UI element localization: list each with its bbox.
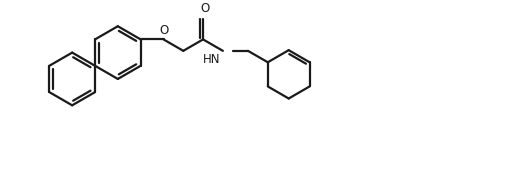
Text: O: O: [200, 2, 210, 15]
Text: HN: HN: [203, 53, 221, 66]
Text: O: O: [159, 24, 168, 37]
